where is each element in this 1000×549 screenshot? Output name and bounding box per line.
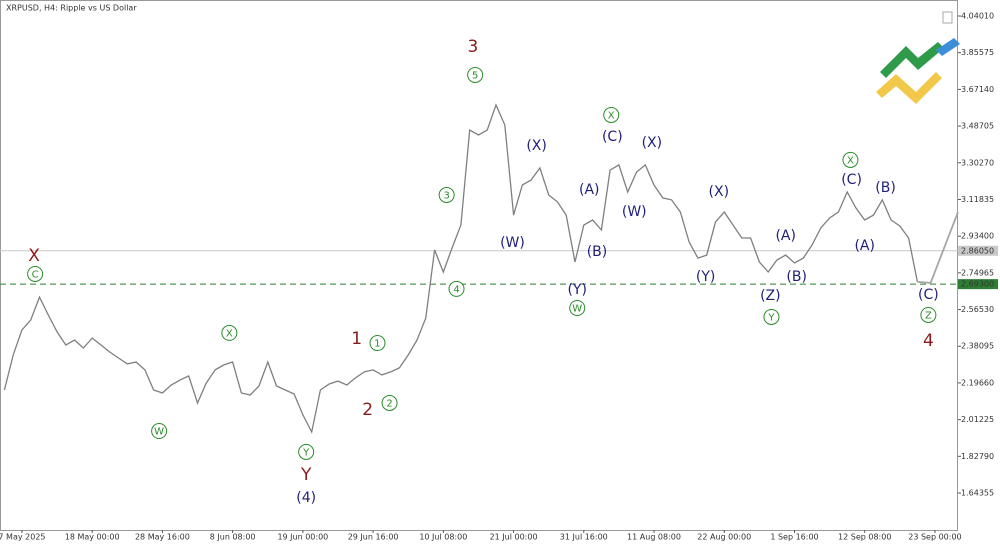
wave-label: W xyxy=(572,304,582,315)
annotation-circle xyxy=(763,308,780,325)
annotation-circle xyxy=(448,280,465,297)
annotation-circle xyxy=(27,265,44,282)
wave-label: W xyxy=(154,427,164,438)
chart-title: XRPUSD, H4: Ripple vs US Dollar xyxy=(6,4,137,13)
annotation-circle xyxy=(603,106,620,123)
annotation-circle xyxy=(221,324,238,341)
annotation-circle xyxy=(151,423,168,440)
y-tick-label: 3.85575 xyxy=(961,48,994,57)
wave-label: (W) xyxy=(622,204,647,220)
wave-label: 3 xyxy=(468,37,479,57)
y-tick-label: 4.04010 xyxy=(961,12,994,21)
wave-label: Y xyxy=(302,447,310,458)
wave-label: 1 xyxy=(351,329,362,349)
x-tick-label: 11 Aug 08:00 xyxy=(627,533,681,542)
price-label-box xyxy=(958,279,998,290)
plot-frame xyxy=(0,0,958,531)
x-tick-label: 28 May 16:00 xyxy=(135,533,190,542)
wave-label: (A) xyxy=(579,182,600,198)
wave-label: 4 xyxy=(453,284,459,295)
wave-label: (X) xyxy=(709,184,730,200)
wave-label: (A) xyxy=(854,238,875,254)
wave-label: 2 xyxy=(386,398,392,409)
wave-label: (Z) xyxy=(760,288,781,304)
x-tick-label: 7 May 2025 xyxy=(0,533,45,542)
price-label-box xyxy=(958,245,998,256)
y-tick-label: 2.56530 xyxy=(961,305,994,314)
x-tick-label: 18 May 00:00 xyxy=(65,533,120,542)
wave-label: X xyxy=(226,328,233,339)
wave-label: X xyxy=(608,110,615,121)
y-tick-label: 3.48705 xyxy=(961,122,994,131)
x-tick-label: 1 Sep 16:00 xyxy=(770,533,818,542)
wave-label: (B) xyxy=(786,269,807,285)
x-tick-label: 23 Sep 00:00 xyxy=(908,533,961,542)
wave-label: (Y) xyxy=(567,282,586,298)
annotation-circle xyxy=(842,151,859,168)
wave-label: (X) xyxy=(642,135,663,151)
wave-label: 2 xyxy=(362,400,373,420)
wave-label: (C) xyxy=(918,287,939,303)
y-tick-label: 2.93400 xyxy=(961,232,994,241)
annotation-circle xyxy=(369,335,386,352)
wave-label: (W) xyxy=(500,235,525,251)
wave-label: (Y) xyxy=(696,269,715,285)
wave-label: C xyxy=(32,269,39,280)
annotation-circle xyxy=(298,443,315,460)
wave-label: (B) xyxy=(875,180,896,196)
x-tick-label: 19 Jun 00:00 xyxy=(277,533,328,542)
y-tick-label: 3.30270 xyxy=(961,158,994,167)
y-tick-label: 2.38095 xyxy=(961,342,994,351)
wave-label: Z xyxy=(925,310,932,321)
wave-label: 5 xyxy=(472,70,478,81)
wave-label: (A) xyxy=(775,228,796,244)
price-label: 2.86050 xyxy=(961,246,994,255)
price-line-series xyxy=(917,211,959,284)
y-tick-label: 3.11835 xyxy=(961,195,994,204)
y-tick-label: 1.64355 xyxy=(961,489,994,498)
price-label: 2.69300 xyxy=(961,280,994,289)
wave-label: (X) xyxy=(526,138,547,154)
wave-label: (C) xyxy=(602,129,623,145)
y-tick-label: 1.82790 xyxy=(961,452,994,461)
y-tick-label: 2.74965 xyxy=(961,268,994,277)
x-tick-label: 12 Sep 08:00 xyxy=(838,533,891,542)
x-tick-label: 21 Jul 00:00 xyxy=(490,533,538,542)
wave-label: (B) xyxy=(587,244,608,260)
wave-label: (4) xyxy=(296,490,316,506)
x-tick-label: 8 Jun 08:00 xyxy=(210,533,256,542)
logo xyxy=(876,38,960,104)
y-tick-label: 3.67140 xyxy=(961,85,994,94)
annotation-circle xyxy=(381,394,398,411)
wave-label: 1 xyxy=(374,339,380,350)
x-tick-label: 22 Aug 00:00 xyxy=(697,533,751,542)
annotation-circle xyxy=(920,306,937,323)
x-tick-label: 31 Jul 16:00 xyxy=(560,533,608,542)
wave-label: (C) xyxy=(841,172,862,188)
y-tick-label: 2.19660 xyxy=(961,378,994,387)
toolbar-button[interactable] xyxy=(942,11,953,24)
wave-label: Y xyxy=(767,312,775,323)
price-line-series xyxy=(3,103,919,434)
x-tick-label: 10 Jul 08:00 xyxy=(419,533,467,542)
wave-label: Y xyxy=(300,465,312,485)
annotation-circle xyxy=(467,66,484,83)
wave-label: 4 xyxy=(923,331,934,351)
wave-label: X xyxy=(28,246,40,266)
annotation-circle xyxy=(569,300,586,317)
annotation-circle xyxy=(438,186,455,203)
wave-label: 3 xyxy=(443,190,449,201)
wave-label: X xyxy=(847,155,854,166)
y-tick-label: 2.01225 xyxy=(961,415,994,424)
x-tick-label: 29 Jun 16:00 xyxy=(348,533,399,542)
